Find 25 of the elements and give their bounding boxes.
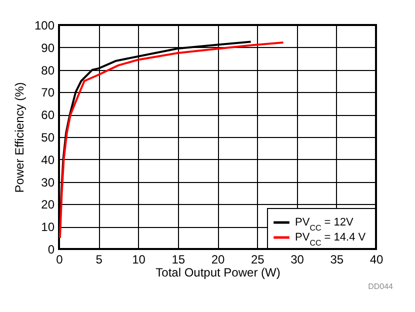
y-tick-label: 10 [41, 220, 55, 234]
x-axis-title: Total Output Power (W) [156, 266, 280, 280]
legend-label: PV$_{CC}$ = 12V [295, 216, 354, 232]
y-tick-label: 30 [41, 175, 55, 190]
y-tick-label: 80 [41, 63, 55, 78]
x-tick-label: 35 [330, 252, 344, 266]
y-tick-label: 40 [41, 152, 55, 167]
y-tick-label: 70 [41, 86, 55, 100]
x-tick-label: 25 [250, 252, 265, 266]
x-tick-label: 5 [96, 252, 103, 266]
y-tick-label: 100 [34, 18, 55, 32]
x-tick-label: 30 [290, 252, 304, 266]
x-tick-label: 15 [172, 252, 186, 266]
x-tick-label: 0 [56, 252, 64, 266]
x-tick-label: 20 [211, 252, 225, 266]
legend-label: PV$_{CC}$ = 14.4 V [295, 232, 366, 247]
y-tick-label: 50 [41, 130, 55, 144]
text: DD044 [368, 282, 393, 291]
y-tick-label: 60 [41, 108, 55, 122]
y-tick-label: 20 [41, 198, 55, 212]
x-tick-label: 40 [370, 252, 384, 266]
y-axis-title: Power Efficiency (%) [12, 82, 26, 193]
x-tick-label: 10 [132, 252, 146, 266]
y-tick-label: 0 [48, 242, 55, 256]
y-tick-label: 90 [41, 40, 55, 55]
